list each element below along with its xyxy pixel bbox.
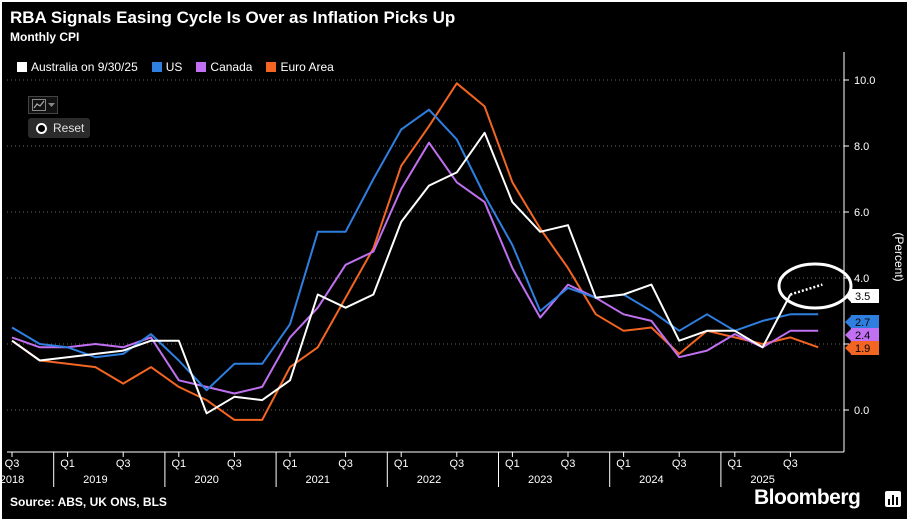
y-tick-label: 10.0 (854, 75, 875, 87)
chart-type-dropdown[interactable] (28, 96, 58, 114)
x-year-label: 2019 (83, 474, 107, 486)
reset-label: Reset (53, 121, 85, 135)
legend-label-australia: Australia on 9/30/25 (31, 60, 138, 74)
end-label-box (851, 341, 879, 355)
end-label-canada: 2.4 (845, 328, 879, 342)
legend-item-canada[interactable]: Canada (196, 60, 252, 74)
end-label-us: 2.7 (845, 315, 879, 329)
y-tick-label: 4.0 (854, 273, 869, 285)
end-label-text: 3.5 (855, 291, 870, 303)
line-chart-icon (31, 99, 46, 111)
end-label-text: 1.9 (855, 343, 870, 355)
legend-label-us: US (165, 60, 183, 74)
end-label-text: 2.4 (855, 330, 870, 342)
x-year-label: 2024 (639, 474, 663, 486)
reset-icon (36, 122, 47, 134)
end-label-box (851, 289, 879, 303)
x-year-label: 2020 (194, 474, 218, 486)
x-tick-label: Q3 (672, 458, 687, 470)
brand-logo: Bloomberg (754, 486, 861, 509)
legend-item-australia[interactable]: Australia on 9/30/25 (17, 60, 138, 74)
series-line-euro (11, 82, 819, 421)
end-label-pointer (845, 342, 851, 354)
y-tick-label: 6.0 (854, 207, 869, 219)
chevron-down-icon (47, 102, 55, 107)
legend-swatch-australia (17, 62, 27, 72)
end-label-australia: 3.5 (845, 289, 879, 303)
bar-chart-icon (885, 491, 901, 507)
end-label-text: 2.7 (855, 317, 870, 329)
x-tick-label: Q3 (338, 458, 353, 470)
legend-swatch-canada (196, 62, 207, 72)
y-tick-label: 8.0 (854, 141, 869, 153)
x-tick-label: Q1 (505, 458, 520, 470)
x-tick-label: Q3 (561, 458, 576, 470)
end-label-euro: 1.9 (845, 341, 879, 355)
series-line-us (11, 108, 819, 392)
x-tick-label: Q1 (394, 458, 409, 470)
x-tick-label: Q1 (171, 458, 186, 470)
y-tick-label: 0.0 (854, 405, 869, 417)
legend-swatch-us (151, 62, 162, 72)
end-label-pointer (845, 329, 851, 341)
axes: 0.02.04.06.08.010.0(Percent)Q32018Q1Q3Q1… (2, 52, 906, 487)
x-tick-label: Q3 (227, 458, 242, 470)
reset-button[interactable]: Reset (28, 118, 90, 138)
legend-label-euro: Euro Area (280, 60, 334, 74)
x-year-label: 2022 (417, 474, 441, 486)
x-year-label: 2021 (306, 474, 330, 486)
x-year-label: 2025 (750, 474, 774, 486)
series-dotted-tail-australia (790, 283, 823, 296)
end-label-pointer (845, 316, 851, 328)
chart-subtitle: Monthly CPI (10, 30, 80, 44)
x-tick-label: Q1 (283, 458, 298, 470)
x-tick-label: Q3 (783, 458, 798, 470)
end-label-pointer (845, 290, 851, 302)
series (11, 82, 823, 421)
source-note: Source: ABS, UK ONS, BLS (10, 495, 167, 509)
x-tick-label: Q3 (449, 458, 464, 470)
legend-item-us[interactable]: US (151, 60, 183, 74)
legend-swatch-euro (266, 62, 277, 72)
x-tick-label: Q3 (5, 458, 20, 470)
x-tick-label: Q3 (116, 458, 131, 470)
legend-label-canada: Canada (210, 60, 253, 74)
highlight-ellipse (777, 262, 853, 310)
x-year-label: 2018 (2, 474, 24, 486)
chart-title: RBA Signals Easing Cycle Is Over as Infl… (10, 8, 456, 27)
y-axis-label: (Percent) (892, 232, 906, 281)
legend-item-euro[interactable]: Euro Area (266, 60, 334, 74)
series-line-canada (11, 141, 819, 395)
x-tick-label: Q1 (616, 458, 631, 470)
end-label-box (851, 328, 879, 342)
x-tick-label: Q1 (727, 458, 742, 470)
x-year-label: 2023 (528, 474, 552, 486)
end-label-box (851, 315, 879, 329)
series-line-australia (11, 131, 792, 415)
labels: 3.5 2.72.41.9 (777, 262, 879, 355)
x-tick-label: Q1 (60, 458, 75, 470)
legend: Australia on 9/30/25 US Canada Euro Area (17, 60, 334, 74)
